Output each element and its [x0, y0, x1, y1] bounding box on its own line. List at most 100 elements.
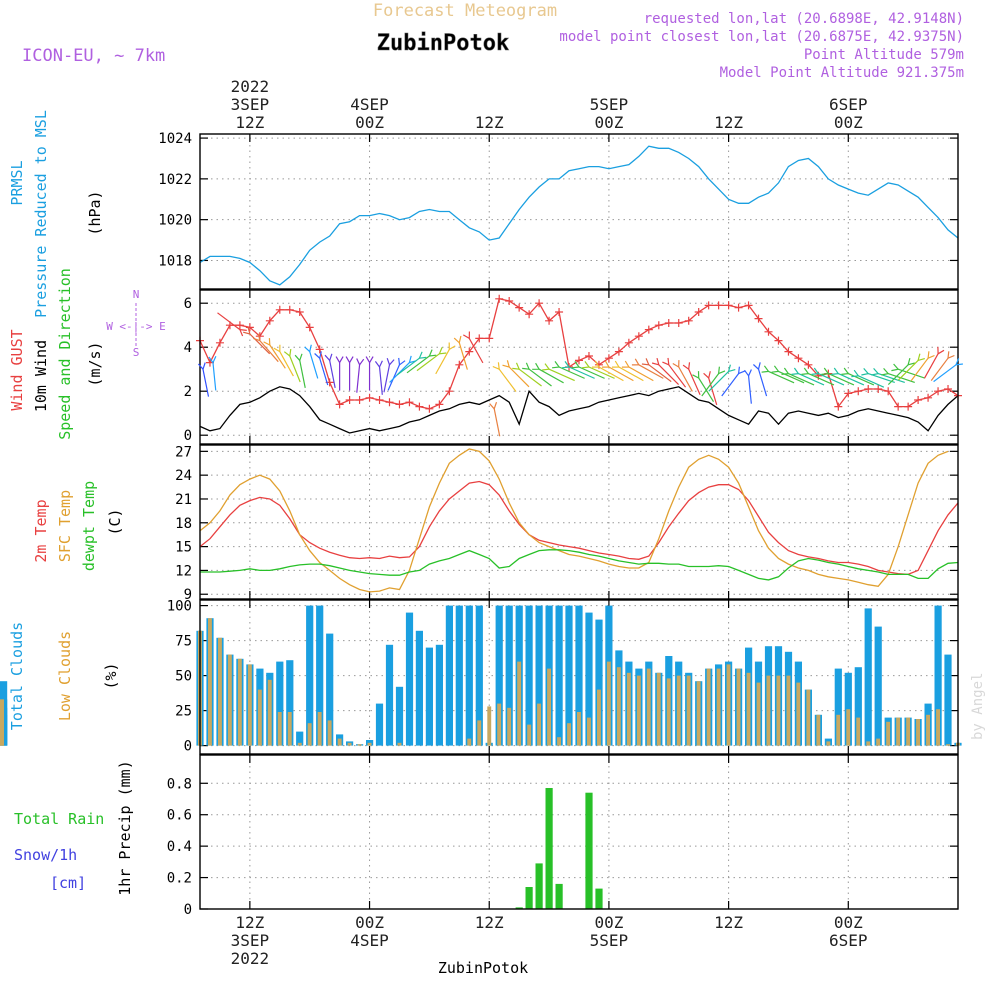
gust-marker	[465, 347, 474, 356]
low_clouds-bar	[916, 719, 920, 746]
low_clouds-bar	[866, 741, 871, 746]
gust-marker	[265, 316, 274, 325]
time-label: 12Z	[475, 113, 504, 132]
low_clouds-bar	[856, 717, 861, 746]
gust-marker	[784, 347, 793, 356]
gust-marker	[684, 316, 693, 325]
low_clouds-bar	[686, 675, 691, 746]
wind-arrow-head	[821, 367, 830, 375]
gust-marker	[455, 360, 464, 369]
wind-arrow	[708, 370, 730, 392]
wind-arrow-head	[752, 362, 761, 371]
gust-marker	[914, 396, 923, 404]
ylabel-prmsl: PRMSL	[8, 160, 26, 205]
unit-ms: (m/s)	[86, 341, 104, 386]
wind-arrow-head	[263, 338, 271, 347]
y-tick-label: 4	[184, 340, 192, 356]
gust-marker	[764, 327, 773, 336]
y-tick-label: 12	[175, 563, 192, 579]
rain-bar	[525, 887, 533, 909]
wind-arrow-head	[582, 361, 591, 369]
gust-marker	[644, 325, 653, 334]
wind-arrow	[897, 359, 919, 381]
low_clouds-bar	[826, 741, 831, 746]
wind-arrow	[828, 373, 855, 386]
wind-arrow	[688, 368, 701, 396]
time-label: 5SEP	[590, 931, 629, 950]
gust-marker	[525, 310, 534, 319]
wind-arrow	[721, 373, 740, 397]
gust-marker	[934, 387, 943, 396]
wind-arrow-head	[851, 369, 860, 378]
wind-arrow	[858, 375, 885, 388]
wind-arrow	[701, 373, 720, 397]
panel-frame	[199, 289, 959, 445]
wind-arrow-head	[438, 347, 447, 355]
total_clouds-bar	[425, 647, 433, 746]
gust-marker	[944, 385, 953, 393]
wind-arrow	[838, 373, 865, 386]
wind-arrow-head	[283, 349, 292, 358]
gust-marker	[305, 323, 314, 332]
unit-hpa: (hPa)	[86, 190, 104, 235]
low_clouds-bar	[527, 724, 532, 746]
wind-arrow-head	[273, 344, 281, 353]
ylabel-precip: 1hr Precip (mm)	[116, 760, 134, 895]
time-label: 2022	[231, 77, 270, 96]
wind-arrow	[289, 355, 301, 383]
gust-marker	[385, 398, 394, 407]
wind-arrow	[923, 353, 939, 379]
low_clouds-bar	[317, 712, 322, 746]
gust-marker	[744, 301, 753, 310]
gust-marker	[495, 294, 504, 303]
wind-arrow-head	[591, 360, 600, 368]
gust-marker	[515, 303, 524, 312]
wind-arrow-head	[386, 358, 395, 366]
total_clouds-bar	[495, 605, 503, 746]
y-tick-label: 50	[175, 669, 192, 685]
wind-arrow-head	[243, 327, 251, 335]
low_clouds-bar	[626, 672, 631, 746]
time-label: 5SEP	[590, 95, 629, 114]
total_clouds-bar	[435, 644, 443, 746]
time-label: 12Z	[235, 913, 264, 932]
total_clouds-bar	[585, 612, 593, 746]
low_clouds-bar	[696, 681, 701, 746]
gust-marker	[754, 314, 763, 323]
low_clouds-bar	[587, 717, 591, 746]
wind-arrow	[435, 349, 450, 375]
gust-marker	[435, 400, 444, 409]
y-tick-label: 1018	[158, 253, 192, 269]
gust-marker	[894, 402, 903, 411]
wind-arrow-head	[428, 349, 437, 357]
total_clouds-bar	[306, 605, 314, 746]
low_clouds-bar	[676, 675, 681, 746]
y-tick-label: 6	[184, 296, 192, 312]
low_clouds-bar	[218, 637, 222, 746]
low_clouds-bar	[756, 682, 761, 746]
series-sfc_temp	[199, 448, 949, 593]
wind-arrow-head	[492, 362, 500, 371]
low_clouds-bar	[547, 668, 551, 746]
total_clouds-bar	[465, 605, 473, 746]
total_clouds-bar	[565, 605, 573, 746]
wind-arrow-head	[744, 369, 752, 377]
gust-marker	[475, 334, 484, 343]
y-tick-label: 1022	[158, 172, 192, 188]
gust-marker	[535, 299, 544, 308]
total_clouds-bar	[326, 633, 334, 746]
wind-arrow-head	[781, 367, 790, 375]
wind-arrow-head	[631, 358, 640, 366]
wind-arrow	[468, 338, 484, 364]
low_clouds-bar	[227, 654, 232, 746]
total_clouds-bar	[286, 660, 294, 746]
gust-marker	[415, 402, 424, 411]
gust-marker	[235, 321, 244, 330]
time-label: 00Z	[594, 113, 623, 132]
wind-arrow	[319, 358, 329, 386]
time-label: 00Z	[355, 113, 384, 132]
gust-marker	[555, 308, 564, 316]
gust-marker	[724, 301, 733, 310]
wind-arrow	[668, 364, 687, 388]
